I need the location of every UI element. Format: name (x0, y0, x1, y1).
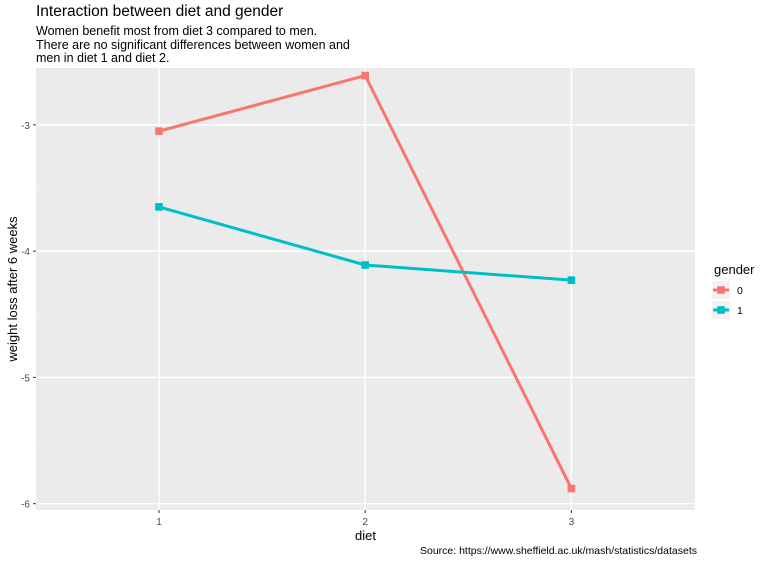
x-tick-label: 3 (569, 517, 575, 528)
subtitle-line: There are no significant differences bet… (36, 37, 350, 52)
legend-key-point (717, 306, 725, 314)
series-layer (155, 71, 576, 493)
x-tick-label: 1 (156, 517, 162, 528)
legend: gender 0 1 (712, 262, 755, 319)
data-point-0 (567, 484, 576, 493)
data-point-1 (567, 276, 576, 284)
data-point-1 (361, 261, 369, 269)
subtitle-line: Women benefit most from diet 3 compared … (36, 24, 318, 38)
legend-label: 1 (737, 305, 743, 317)
data-point-1 (155, 203, 163, 211)
axes-layer: -3 -4 -5 -6 1 2 3 (21, 121, 575, 528)
chart-title: Interaction between diet and gender (36, 3, 284, 20)
legend-key-point (717, 286, 725, 294)
legend-label: 0 (737, 285, 743, 297)
y-tick-label: -4 (21, 247, 30, 258)
x-axis-label: diet (355, 528, 376, 543)
y-axis-label: weight loss after 6 weeks (5, 216, 20, 363)
major-gridlines (36, 68, 695, 510)
y-tick-label: -3 (21, 121, 30, 132)
chart-subtitle: Women benefit most from diet 3 compared … (36, 24, 376, 66)
y-tick-label: -6 (21, 500, 30, 511)
legend-title: gender (714, 262, 755, 277)
data-point-0 (155, 127, 163, 135)
y-tick-label: -5 (21, 373, 30, 384)
subtitle-line: men in diet 1 and diet 2. (36, 51, 170, 66)
chart-caption: Source: https://www.sheffield.ac.uk/mash… (419, 545, 697, 557)
x-tick-label: 2 (362, 517, 368, 528)
data-point-0 (361, 71, 369, 80)
